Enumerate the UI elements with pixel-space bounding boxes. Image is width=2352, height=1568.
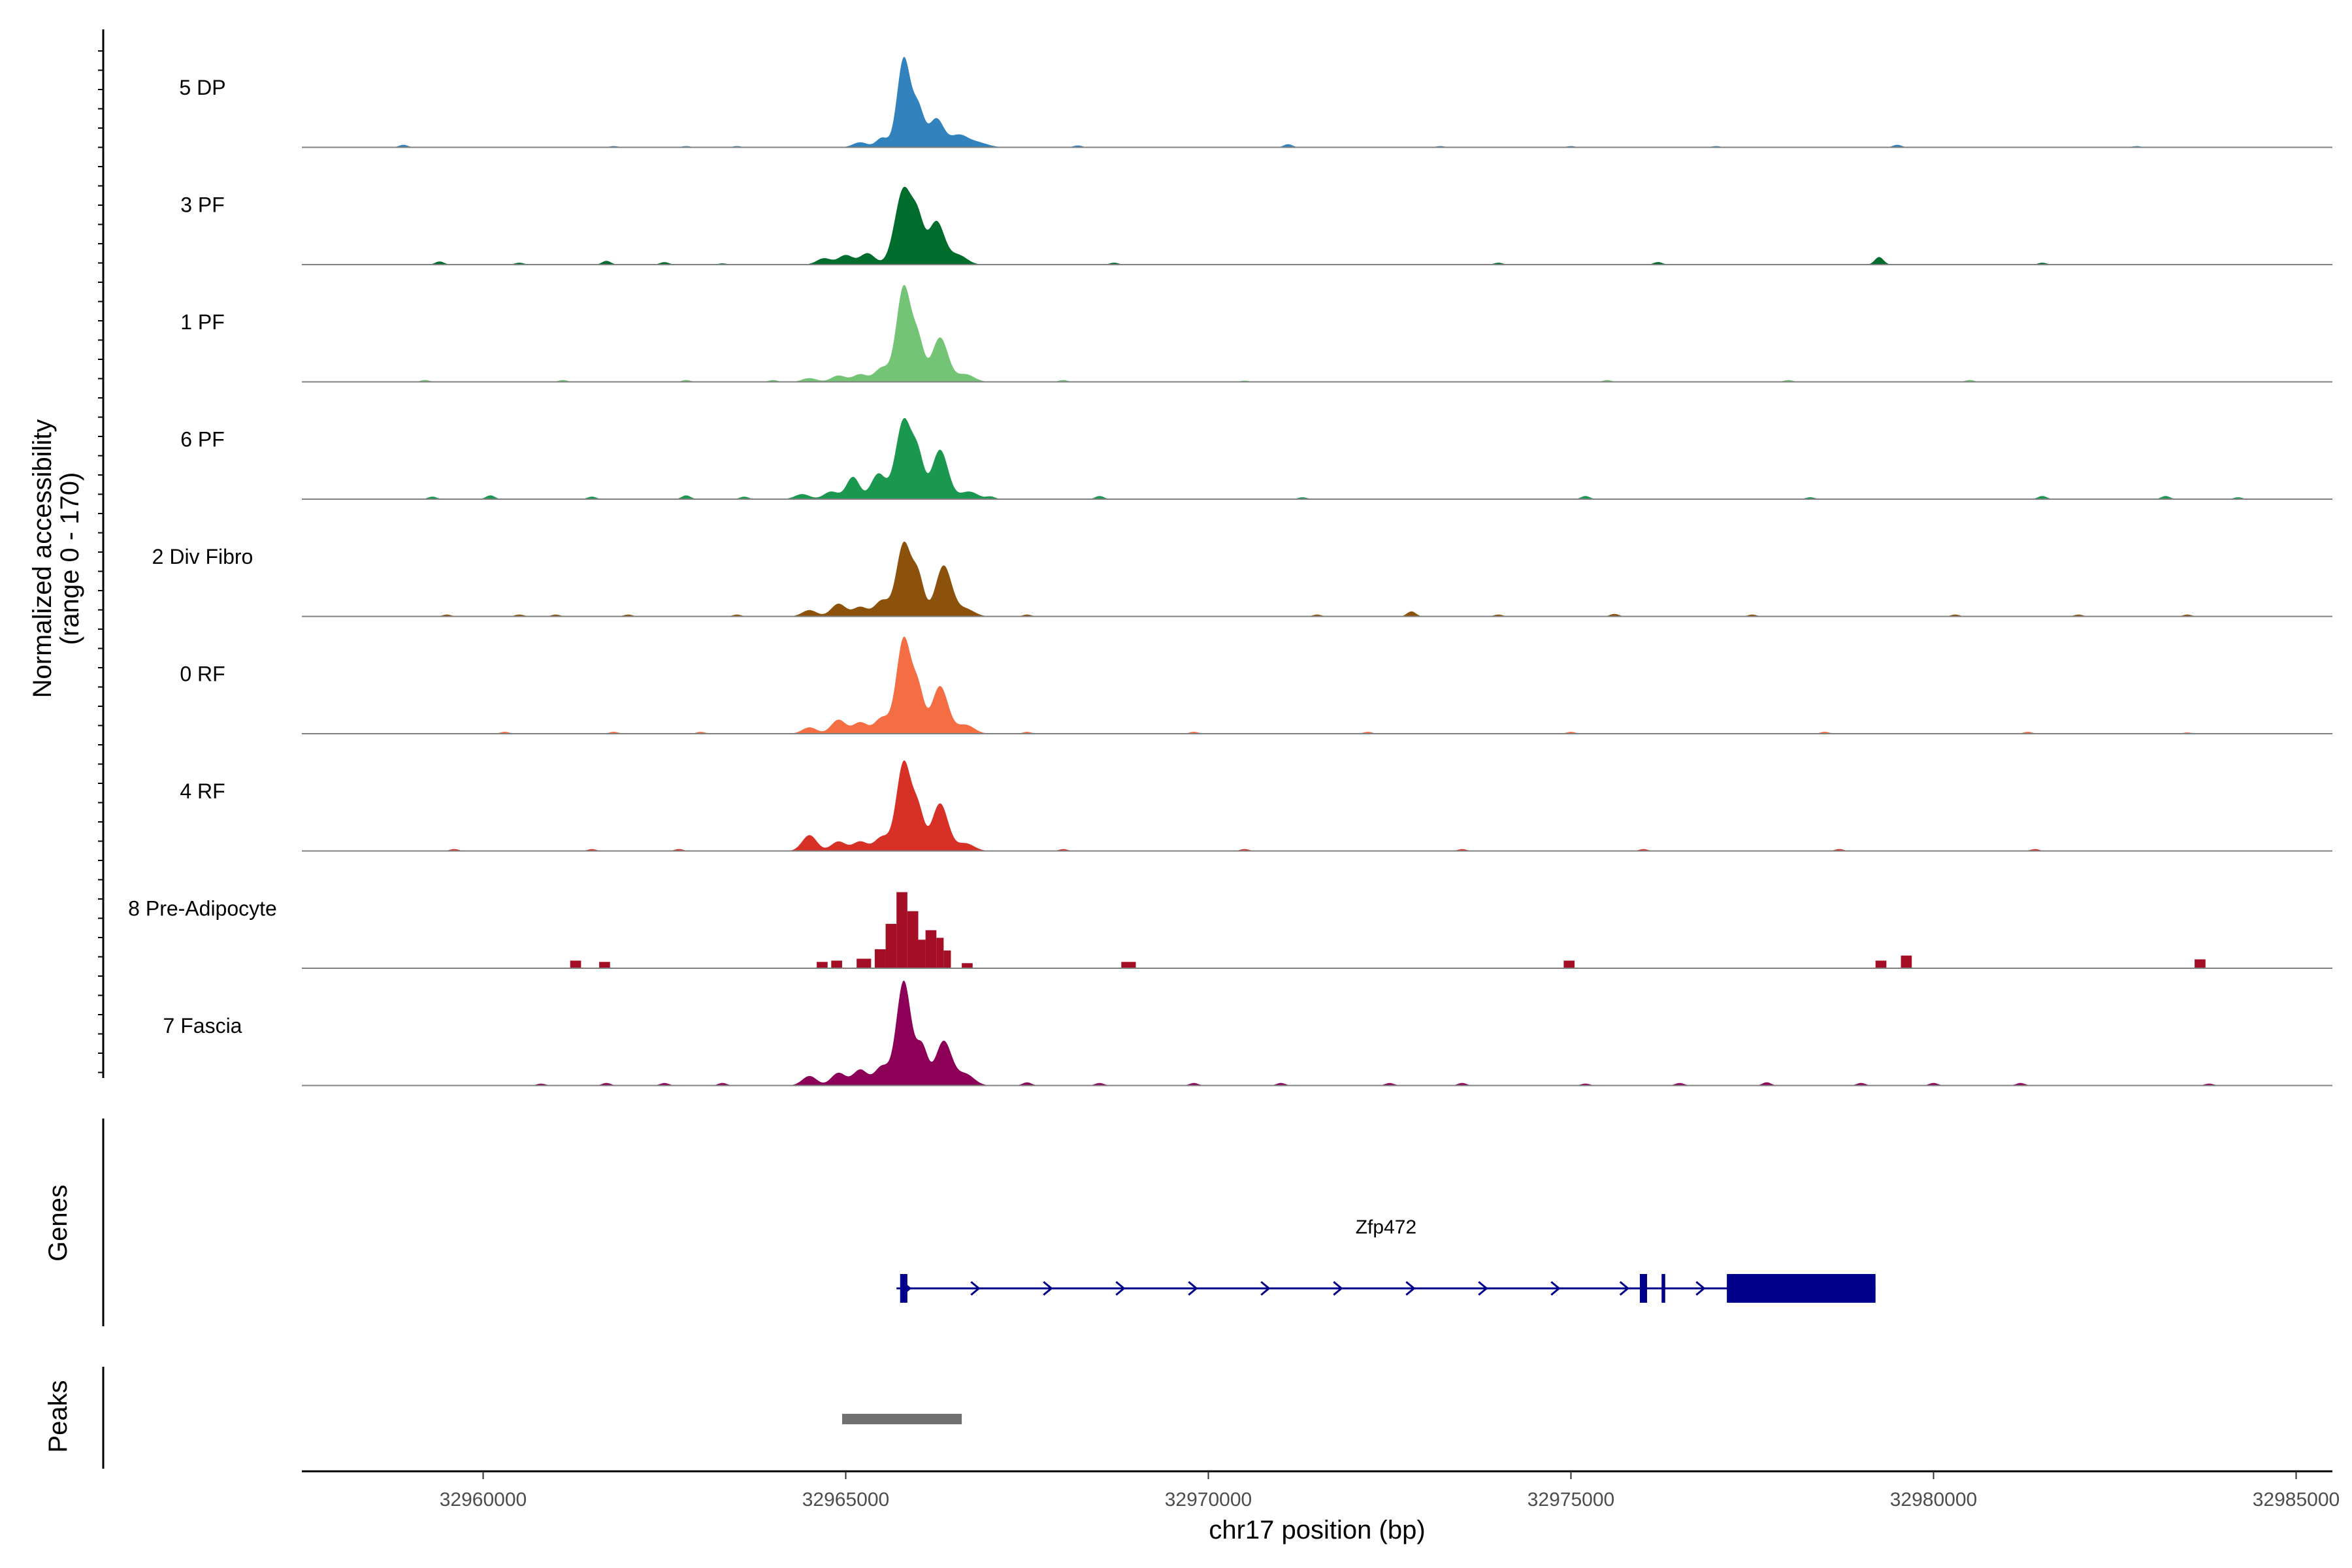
coverage-bin [896,892,907,968]
x-axis-title: chr17 position (bp) [1209,1516,1425,1544]
coverage-area [302,284,2332,382]
track-label: 0 RF [180,662,225,686]
strand-arrow [1619,1281,1630,1296]
x-axis-tick-label: 32970000 [1165,1489,1252,1511]
strand-arrow [1260,1281,1271,1296]
coverage-bin [907,911,919,968]
coverage-bin [817,962,828,968]
strand-arrow [1115,1281,1126,1296]
gene-exon [1661,1274,1665,1303]
x-axis-tick-label: 32985000 [2253,1489,2340,1511]
coverage-bin [885,924,897,968]
peaks-panel-label: Peaks [44,1380,73,1452]
x-axis-tick-label: 32980000 [1890,1489,1977,1511]
track-0-rf: 0 RF [180,636,2332,734]
coverage-area [302,980,2332,1086]
track-8-pre-adipocyte: 8 Pre-Adipocyte [128,892,2332,969]
track-label: 8 Pre-Adipocyte [128,897,277,921]
coverage-bin [1563,960,1575,968]
x-axis-tick-label: 32965000 [802,1489,889,1511]
track-2-div-fibro: 2 Div Fibro [152,541,2332,617]
track-label: 1 PF [180,310,225,334]
gene-exon [1727,1274,1876,1303]
coverage-bin [857,958,872,968]
track-label: 7 Fascia [163,1014,242,1037]
track-label: 2 Div Fibro [152,545,253,568]
coverage-area [302,541,2332,617]
strand-arrow [1405,1281,1416,1296]
coverage-bin [874,949,886,968]
coverage-bin [831,960,842,968]
coverage-tracks: 5 DP 3 PF 1 PF 6 PF 2 Div Fibro 0 RF 4 RF 8 Pre… [128,56,2332,1086]
track-label: 5 DP [179,76,225,99]
peak-region [841,1414,962,1424]
track-6-pf: 6 PF [180,417,2332,500]
gene-name-label: Zfp472 [1356,1217,1416,1238]
coverage-bin [925,930,937,968]
track-5-dp: 5 DP [179,56,2332,148]
x-axis-tick-label: 32975000 [1527,1489,1614,1511]
coverage-bin [599,962,610,968]
coverage-area [302,636,2332,734]
coverage-bin [570,960,581,968]
strand-arrow [970,1281,981,1296]
coverage-area [302,760,2332,851]
track-1-pf: 1 PF [180,284,2332,383]
coverage-y-ticks [98,50,103,1073]
coverage-bin [962,963,973,968]
peak-track [841,1414,962,1424]
coverage-area [302,186,2332,265]
strand-arrow [1550,1281,1561,1296]
gene-exon [1639,1274,1648,1303]
genes-panel-label: Genes [44,1184,73,1262]
strand-arrow [1333,1281,1343,1296]
strand-arrow [1043,1281,1053,1296]
track-label: 3 PF [180,193,225,217]
coverage-bin [1875,960,1887,968]
coverage-bin [936,938,944,968]
track-4-rf: 4 RF [180,760,2332,852]
coverage-bin [943,950,951,968]
track-label: 6 PF [180,428,225,451]
track-7-fascia: 7 Fascia [163,980,2332,1086]
strand-arrow [1695,1281,1706,1296]
gene-exon [900,1274,907,1303]
track-label: 4 RF [180,779,225,803]
x-axis-ticks: 32960000 32965000 32970000 32975000 32980000… [440,1471,2340,1511]
strand-arrow [1188,1281,1198,1296]
coverage-area [302,56,2332,148]
x-axis-tick-label: 32960000 [440,1489,527,1511]
gene-track [896,1274,1876,1303]
coverage-bin [1901,955,1912,968]
y-axis-title-line2: (range 0 - 170) [56,472,84,645]
coverage-bin [1121,962,1136,968]
y-axis-title-line1: Normalized accessibility [28,419,57,698]
strand-arrow [1478,1281,1488,1296]
coverage-bin [918,939,926,968]
coverage-area [302,417,2332,499]
coverage-bin [2195,959,2206,968]
track-3-pf: 3 PF [180,186,2332,265]
